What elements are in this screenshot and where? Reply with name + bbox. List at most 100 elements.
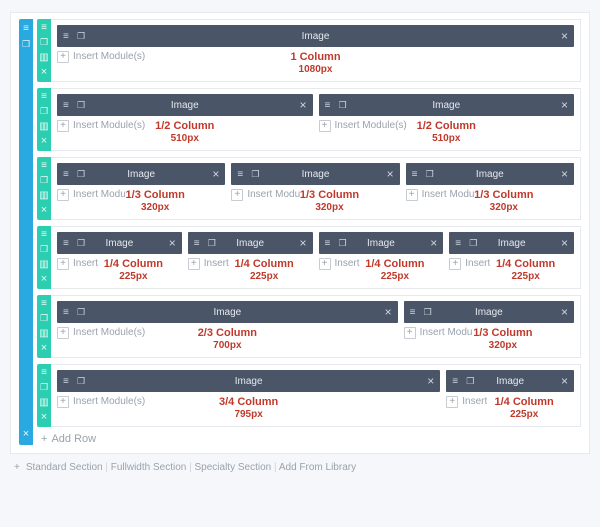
close-icon[interactable] xyxy=(20,429,32,441)
menu-icon[interactable] xyxy=(38,160,50,172)
columns-icon[interactable] xyxy=(38,259,50,271)
copy-icon[interactable] xyxy=(77,30,87,42)
menu-icon[interactable] xyxy=(20,23,32,35)
insert-module-button[interactable]: + Insert 1/4 Column225px xyxy=(446,396,574,422)
copy-icon[interactable] xyxy=(38,313,50,325)
copy-icon[interactable] xyxy=(20,39,32,51)
copy-icon[interactable] xyxy=(466,375,476,387)
copy-icon[interactable] xyxy=(38,175,50,187)
insert-module-button[interactable]: + Insert Module(s) 1 Column1080px xyxy=(57,51,574,77)
close-icon[interactable] xyxy=(38,67,50,79)
insert-module-button[interactable]: + Insert 1/4 Column225px xyxy=(449,258,574,284)
close-icon[interactable]: × xyxy=(387,168,394,180)
close-icon[interactable]: × xyxy=(169,237,176,249)
plus-icon[interactable]: + xyxy=(14,462,20,473)
close-icon[interactable] xyxy=(38,412,50,424)
close-icon[interactable]: × xyxy=(299,237,306,249)
menu-icon[interactable] xyxy=(452,375,462,387)
insert-module-button[interactable]: + Insert 1/4 Column225px xyxy=(319,258,444,284)
copy-icon[interactable] xyxy=(77,168,87,180)
menu-icon[interactable] xyxy=(38,298,50,310)
module-image[interactable]: Image × xyxy=(319,94,575,116)
copy-icon[interactable] xyxy=(77,99,87,111)
insert-module-button[interactable]: + Insert Modu 1/3 Column320px xyxy=(406,189,574,215)
footer-link[interactable]: Fullwidth Section xyxy=(111,462,187,473)
copy-icon[interactable] xyxy=(426,168,436,180)
menu-icon[interactable] xyxy=(63,237,73,249)
menu-icon[interactable] xyxy=(38,91,50,103)
module-image[interactable]: Image × xyxy=(404,301,574,323)
menu-icon[interactable] xyxy=(63,375,73,387)
close-icon[interactable] xyxy=(38,274,50,286)
module-image[interactable]: Image × xyxy=(57,370,440,392)
module-image[interactable]: Image × xyxy=(57,163,225,185)
menu-icon[interactable] xyxy=(38,367,50,379)
menu-icon[interactable] xyxy=(38,22,50,34)
copy-icon[interactable] xyxy=(38,37,50,49)
menu-icon[interactable] xyxy=(63,99,73,111)
insert-module-button[interactable]: + Insert Module(s) 1/2 Column510px xyxy=(319,120,575,146)
insert-module-button[interactable]: + Insert 1/4 Column225px xyxy=(57,258,182,284)
insert-module-button[interactable]: + Insert Modu 1/3 Column320px xyxy=(404,327,574,353)
copy-icon[interactable] xyxy=(38,382,50,394)
insert-module-button[interactable]: + Insert 1/4 Column225px xyxy=(188,258,313,284)
module-image[interactable]: Image × xyxy=(449,232,574,254)
close-icon[interactable]: × xyxy=(561,237,568,249)
menu-icon[interactable] xyxy=(325,237,335,249)
copy-icon[interactable] xyxy=(339,99,349,111)
menu-icon[interactable] xyxy=(63,306,73,318)
menu-icon[interactable] xyxy=(38,229,50,241)
module-image[interactable]: Image × xyxy=(231,163,399,185)
close-icon[interactable]: × xyxy=(561,99,568,111)
columns-icon[interactable] xyxy=(38,328,50,340)
footer-link[interactable]: Specialty Section xyxy=(195,462,272,473)
insert-module-button[interactable]: + Insert Module(s) 3/4 Column795px xyxy=(57,396,440,422)
close-icon[interactable] xyxy=(38,136,50,148)
module-image[interactable]: Image × xyxy=(406,163,574,185)
add-row-button[interactable]: + Add Row xyxy=(37,433,581,445)
close-icon[interactable]: × xyxy=(430,237,437,249)
columns-icon[interactable] xyxy=(38,397,50,409)
copy-icon[interactable] xyxy=(77,375,87,387)
copy-icon[interactable] xyxy=(38,244,50,256)
insert-module-button[interactable]: + Insert Modu 1/3 Column320px xyxy=(231,189,399,215)
menu-icon[interactable] xyxy=(412,168,422,180)
columns-icon[interactable] xyxy=(38,121,50,133)
insert-module-button[interactable]: + Insert Modu 1/3 Column320px xyxy=(57,189,225,215)
columns-icon[interactable] xyxy=(38,52,50,64)
copy-icon[interactable] xyxy=(339,237,349,249)
columns-icon[interactable] xyxy=(38,190,50,202)
module-image[interactable]: Image × xyxy=(57,232,182,254)
module-image[interactable]: Image × xyxy=(57,301,398,323)
close-icon[interactable]: × xyxy=(561,306,568,318)
close-icon[interactable] xyxy=(38,205,50,217)
menu-icon[interactable] xyxy=(455,237,465,249)
module-image[interactable]: Image × xyxy=(319,232,444,254)
close-icon[interactable]: × xyxy=(561,168,568,180)
menu-icon[interactable] xyxy=(63,30,73,42)
menu-icon[interactable] xyxy=(194,237,204,249)
menu-icon[interactable] xyxy=(237,168,247,180)
close-icon[interactable]: × xyxy=(561,30,568,42)
copy-icon[interactable] xyxy=(469,237,479,249)
menu-icon[interactable] xyxy=(63,168,73,180)
close-icon[interactable] xyxy=(38,343,50,355)
insert-module-button[interactable]: + Insert Module(s) 2/3 Column700px xyxy=(57,327,398,353)
copy-icon[interactable] xyxy=(251,168,261,180)
footer-link[interactable]: Add From Library xyxy=(279,462,356,473)
footer-link[interactable]: Standard Section xyxy=(26,462,103,473)
close-icon[interactable]: × xyxy=(561,375,568,387)
module-image[interactable]: Image × xyxy=(57,25,574,47)
module-image[interactable]: Image × xyxy=(446,370,574,392)
copy-icon[interactable] xyxy=(208,237,218,249)
menu-icon[interactable] xyxy=(325,99,335,111)
insert-module-button[interactable]: + Insert Module(s) 1/2 Column510px xyxy=(57,120,313,146)
close-icon[interactable]: × xyxy=(427,375,434,387)
copy-icon[interactable] xyxy=(77,306,87,318)
copy-icon[interactable] xyxy=(424,306,434,318)
close-icon[interactable]: × xyxy=(212,168,219,180)
close-icon[interactable]: × xyxy=(299,99,306,111)
close-icon[interactable]: × xyxy=(385,306,392,318)
menu-icon[interactable] xyxy=(410,306,420,318)
module-image[interactable]: Image × xyxy=(57,94,313,116)
